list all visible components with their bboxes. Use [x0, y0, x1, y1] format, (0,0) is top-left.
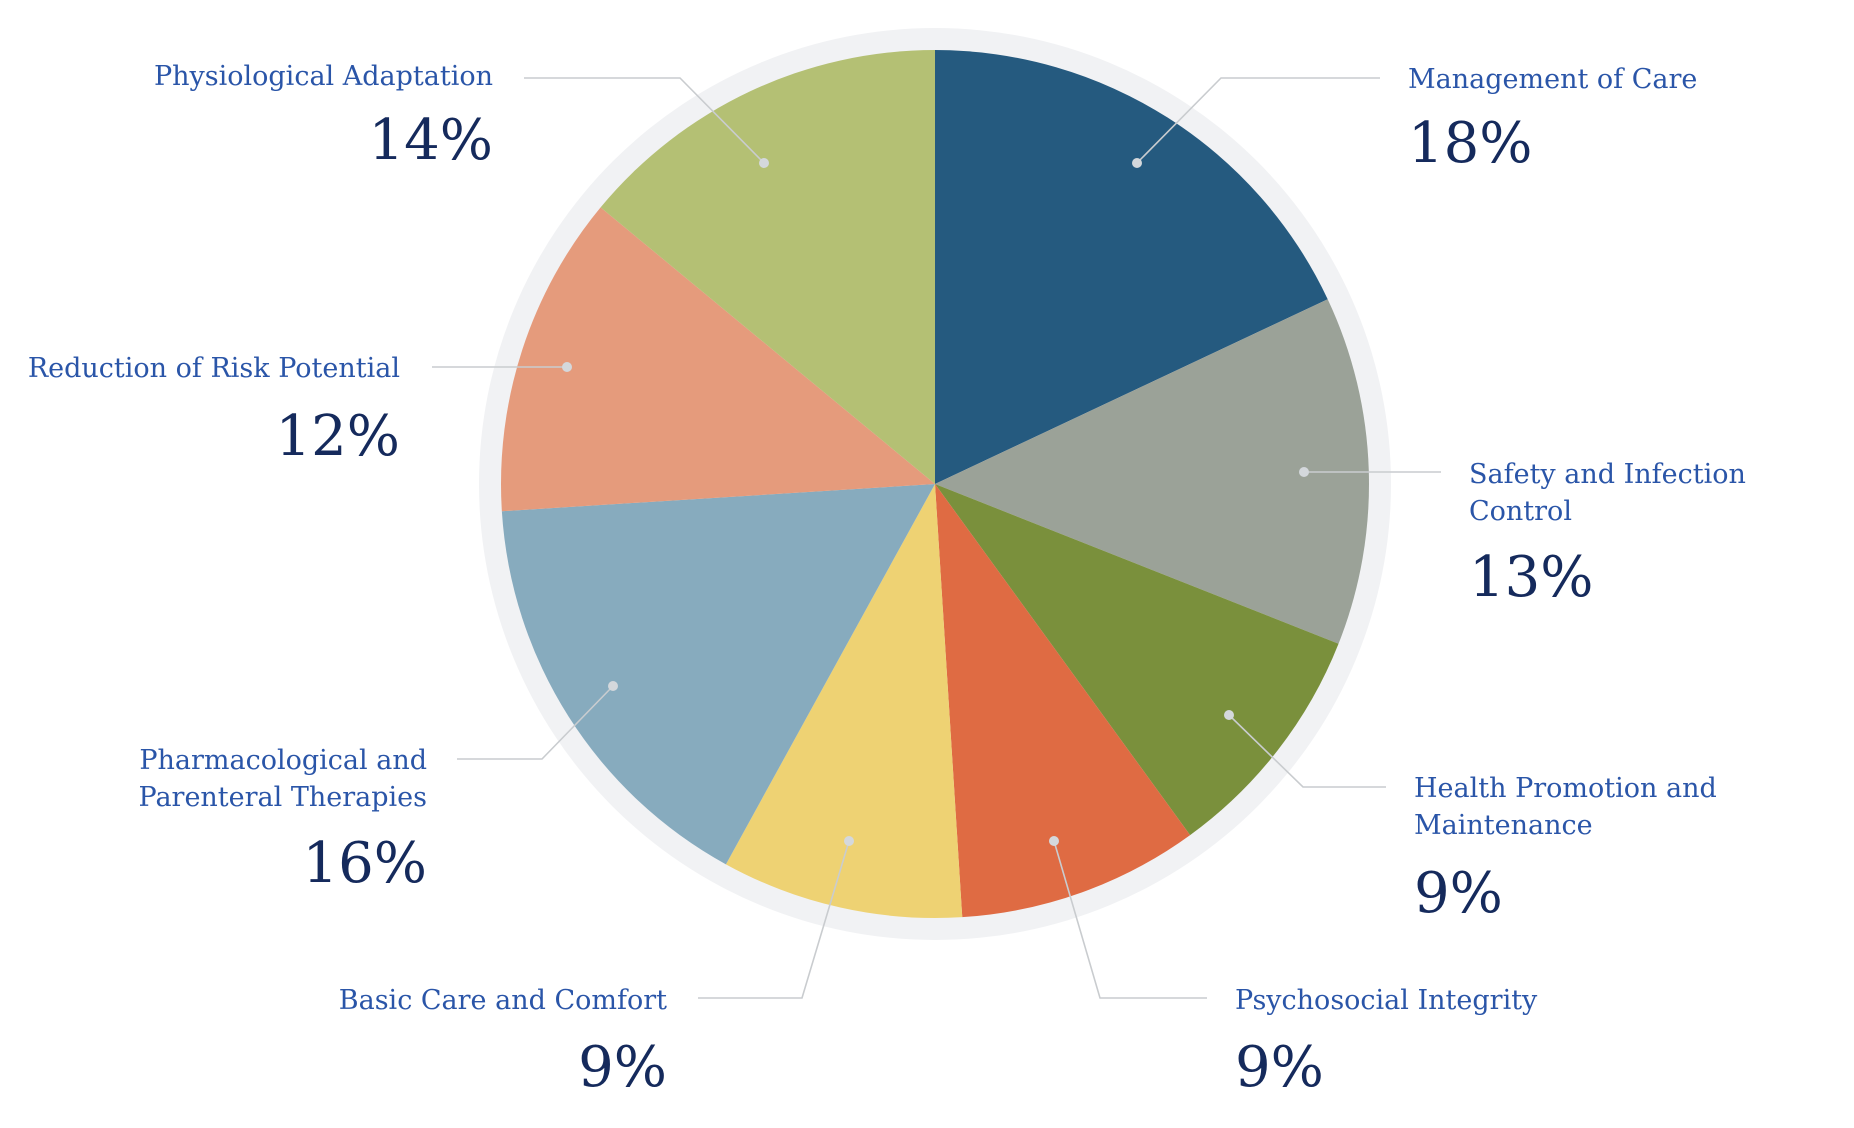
- slice-label-psychosocial-integrity: Psychosocial Integrity: [1235, 985, 1538, 1016]
- leader-line-health-promotion-and-maintenance: [1228, 714, 1386, 788]
- slice-label-management-of-care: Management of Care: [1408, 64, 1697, 95]
- pie-leader-lines: [432, 77, 1441, 999]
- slice-value-management-of-care: 18%: [1408, 111, 1532, 176]
- slice-value-health-promotion-and-maintenance: 9%: [1414, 861, 1503, 926]
- leader-line-psychosocial-integrity: [1053, 840, 1207, 999]
- slice-value-pharmacological-and-parenteral-therapies: 16%: [303, 831, 427, 896]
- leader-dot-basic-care-and-comfort: [844, 836, 854, 846]
- slice-value-psychosocial-integrity: 9%: [1235, 1035, 1324, 1100]
- slice-label-basic-care-and-comfort: Basic Care and Comfort: [339, 985, 667, 1016]
- pie-slice-pharmacological-and-parenteral-therapies: [501, 484, 935, 865]
- leader-line-basic-care-and-comfort: [698, 840, 850, 999]
- leader-dot-psychosocial-integrity: [1049, 836, 1059, 846]
- leader-dot-health-promotion-and-maintenance: [1224, 710, 1234, 720]
- pie-slices: [501, 50, 1369, 918]
- pie-slice-psychosocial-integrity: [935, 484, 1191, 918]
- pie-slice-health-promotion-and-maintenance: [935, 484, 1339, 836]
- slice-label-health-promotion-and-maintenance: Health Promotion and Maintenance: [1414, 773, 1717, 841]
- slice-label-pharmacological-and-parenteral-therapies: Pharmacological and Parenteral Therapies: [138, 745, 427, 813]
- slice-value-safety-and-infection-control: 13%: [1469, 545, 1593, 610]
- pie-slice-basic-care-and-comfort: [725, 484, 963, 918]
- slice-label-safety-and-infection-control: Safety and Infection Control: [1469, 459, 1746, 527]
- pie-slice-physiological-adaptation: [600, 50, 935, 484]
- leader-dot-pharmacological-and-parenteral-therapies: [608, 681, 618, 691]
- pie-slice-safety-and-infection-control: [935, 299, 1369, 644]
- slice-label-reduction-of-risk-potential: Reduction of Risk Potential: [28, 353, 400, 384]
- leader-dot-physiological-adaptation: [759, 158, 769, 168]
- pie-labels: Management of Care 18% Safety and Infectio…: [28, 61, 1746, 1100]
- leader-dot-reduction-of-risk-potential: [562, 362, 572, 372]
- slice-label-physiological-adaptation: Physiological Adaptation: [154, 61, 493, 92]
- pie-slice-reduction-of-risk-potential: [501, 207, 935, 512]
- leader-dot-management-of-care: [1132, 158, 1142, 168]
- leader-line-physiological-adaptation: [524, 77, 765, 164]
- leader-line-pharmacological-and-parenteral-therapies: [457, 685, 614, 760]
- leader-line-management-of-care: [1136, 77, 1380, 164]
- slice-value-physiological-adaptation: 14%: [369, 108, 493, 173]
- pie-slice-management-of-care: [935, 50, 1328, 484]
- slice-value-basic-care-and-comfort: 9%: [578, 1035, 667, 1100]
- slice-value-reduction-of-risk-potential: 12%: [276, 404, 400, 469]
- leader-dot-safety-and-infection-control: [1299, 467, 1309, 477]
